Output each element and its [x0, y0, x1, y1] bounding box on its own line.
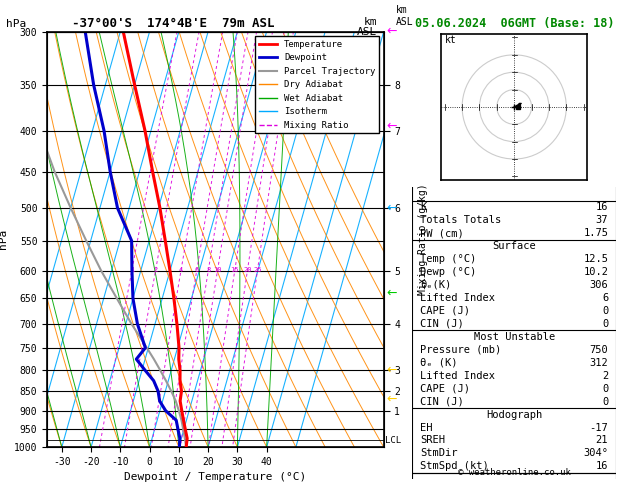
Text: SREH: SREH — [420, 435, 445, 446]
Text: 312: 312 — [589, 358, 608, 368]
Text: Mixing Ratio (g/kg): Mixing Ratio (g/kg) — [418, 184, 428, 295]
Text: 21: 21 — [596, 435, 608, 446]
Text: 05.06.2024  06GMT (Base: 18): 05.06.2024 06GMT (Base: 18) — [415, 17, 615, 30]
Text: ASL: ASL — [357, 27, 377, 37]
Text: 10.2: 10.2 — [583, 267, 608, 277]
Text: 1.75: 1.75 — [583, 228, 608, 238]
Text: 37: 37 — [596, 215, 608, 225]
Text: StmDir: StmDir — [420, 449, 458, 458]
Text: km: km — [364, 17, 377, 27]
Text: 2: 2 — [602, 371, 608, 381]
Text: Lifted Index: Lifted Index — [420, 293, 495, 303]
Text: ←: ← — [387, 364, 398, 377]
Text: Lifted Index: Lifted Index — [420, 371, 495, 381]
Text: CIN (J): CIN (J) — [420, 319, 464, 329]
Text: 16: 16 — [596, 202, 608, 212]
Text: 2: 2 — [153, 267, 158, 273]
Text: 12.5: 12.5 — [583, 254, 608, 264]
Text: 15: 15 — [230, 267, 239, 273]
Text: 750: 750 — [589, 345, 608, 355]
Text: Surface: Surface — [493, 241, 536, 251]
Text: 6: 6 — [602, 293, 608, 303]
Text: 1: 1 — [130, 267, 134, 273]
Text: StmSpd (kt): StmSpd (kt) — [420, 461, 489, 471]
Text: θₑ (K): θₑ (K) — [420, 358, 458, 368]
Text: ←: ← — [387, 287, 398, 299]
Text: CIN (J): CIN (J) — [420, 397, 464, 407]
Text: -37°00'S  174°4B'E  79m ASL: -37°00'S 174°4B'E 79m ASL — [72, 17, 275, 30]
Text: 0: 0 — [602, 383, 608, 394]
Text: 0: 0 — [602, 306, 608, 316]
Text: Dewp (°C): Dewp (°C) — [420, 267, 476, 277]
Text: ←: ← — [387, 201, 398, 214]
Text: ←: ← — [387, 25, 398, 38]
Text: kt: kt — [445, 35, 457, 45]
Text: 6: 6 — [194, 267, 199, 273]
Text: 0: 0 — [602, 319, 608, 329]
Text: 306: 306 — [589, 280, 608, 290]
Text: θₑ(K): θₑ(K) — [420, 280, 452, 290]
Text: -17: -17 — [589, 422, 608, 433]
Text: 16: 16 — [596, 461, 608, 471]
Text: K: K — [420, 202, 426, 212]
Text: Totals Totals: Totals Totals — [420, 215, 501, 225]
Text: Temp (°C): Temp (°C) — [420, 254, 476, 264]
Text: 304°: 304° — [583, 449, 608, 458]
Text: LCL: LCL — [385, 435, 401, 445]
Text: Pressure (mb): Pressure (mb) — [420, 345, 501, 355]
Text: 8: 8 — [206, 267, 210, 273]
Text: © weatheronline.co.uk: © weatheronline.co.uk — [458, 468, 571, 477]
Text: 10: 10 — [213, 267, 221, 273]
Text: PW (cm): PW (cm) — [420, 228, 464, 238]
Text: km
ASL: km ASL — [396, 5, 414, 27]
Text: 25: 25 — [253, 267, 262, 273]
Text: EH: EH — [420, 422, 433, 433]
Text: ←: ← — [387, 393, 398, 405]
Text: hPa: hPa — [6, 19, 26, 30]
Text: Hodograph: Hodograph — [486, 410, 542, 419]
X-axis label: Dewpoint / Temperature (°C): Dewpoint / Temperature (°C) — [125, 472, 306, 483]
Y-axis label: hPa: hPa — [0, 229, 8, 249]
Text: CAPE (J): CAPE (J) — [420, 306, 470, 316]
Text: Most Unstable: Most Unstable — [474, 332, 555, 342]
Text: 20: 20 — [243, 267, 252, 273]
Legend: Temperature, Dewpoint, Parcel Trajectory, Dry Adiabat, Wet Adiabat, Isotherm, Mi: Temperature, Dewpoint, Parcel Trajectory… — [255, 36, 379, 134]
Text: ←: ← — [387, 120, 398, 133]
Text: CAPE (J): CAPE (J) — [420, 383, 470, 394]
Text: 4: 4 — [179, 267, 183, 273]
Text: 0: 0 — [602, 397, 608, 407]
